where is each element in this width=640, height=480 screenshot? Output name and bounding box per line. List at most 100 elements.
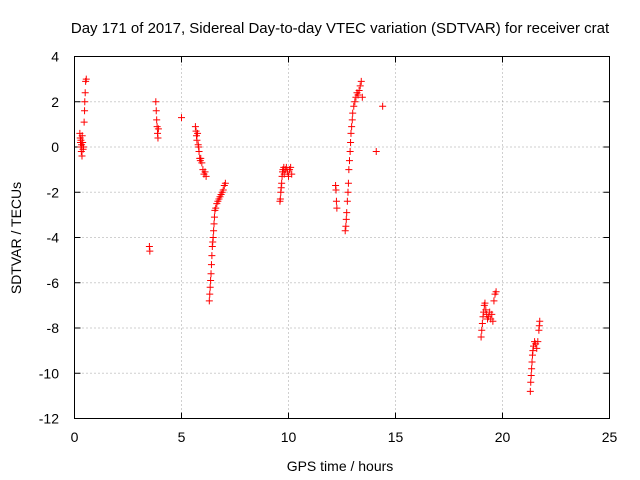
data-point: [287, 163, 295, 171]
data-point: [355, 86, 363, 94]
data-point: [79, 143, 87, 151]
data-points: [76, 75, 544, 395]
data-point: [146, 247, 154, 255]
x-tick-label: 10: [281, 429, 297, 445]
data-point: [81, 98, 89, 106]
data-point: [221, 179, 229, 187]
data-point: [154, 125, 162, 133]
data-point: [206, 283, 214, 291]
data-point: [342, 215, 350, 223]
data-point: [81, 89, 89, 97]
y-tick-label: 4: [51, 49, 59, 65]
data-point: [526, 387, 534, 395]
y-tick-label: -4: [47, 230, 60, 246]
data-point: [205, 297, 213, 305]
plot-frame: [74, 56, 610, 419]
data-point: [333, 204, 341, 212]
y-tick-label: 2: [51, 94, 59, 110]
x-tick-label: 25: [602, 429, 618, 445]
data-point: [354, 91, 362, 99]
data-point: [207, 261, 215, 269]
data-point: [219, 186, 227, 194]
data-point: [536, 317, 544, 325]
data-point: [482, 306, 490, 314]
y-tick-label: -12: [39, 411, 59, 427]
y-tick-label: -6: [47, 275, 60, 291]
data-point: [477, 333, 485, 341]
data-point: [350, 102, 358, 110]
data-point: [527, 372, 535, 380]
data-point: [207, 276, 215, 284]
data-point: [478, 319, 486, 327]
data-point: [191, 123, 199, 131]
y-tick-label: -10: [39, 365, 59, 381]
data-point: [492, 288, 500, 296]
data-point: [349, 109, 357, 117]
data-point: [527, 378, 535, 386]
data-point: [344, 179, 352, 187]
data-point: [356, 82, 364, 90]
data-point: [194, 129, 202, 137]
data-point: [345, 157, 353, 165]
data-point: [342, 222, 350, 230]
data-point: [332, 186, 340, 194]
data-point: [332, 197, 340, 205]
data-point: [202, 172, 210, 180]
data-point: [351, 98, 359, 106]
data-point: [207, 270, 215, 278]
data-point: [210, 213, 218, 221]
data-point: [346, 148, 354, 156]
data-point: [379, 102, 387, 110]
data-point: [276, 195, 284, 203]
data-point: [210, 220, 218, 228]
data-point: [195, 148, 203, 156]
data-point: [152, 107, 160, 115]
x-tick-label: 20: [495, 429, 511, 445]
data-point: [78, 132, 86, 140]
data-point: [348, 116, 356, 124]
data-point: [343, 197, 351, 205]
data-point: [210, 227, 218, 235]
data-point: [347, 129, 355, 137]
data-point: [208, 252, 216, 260]
data-point: [79, 138, 87, 146]
data-point: [358, 93, 366, 101]
data-point: [80, 118, 88, 126]
data-point: [345, 166, 353, 174]
y-tick-labels: -12 -10 -8 -6 -4 -2 0 2 4: [39, 49, 59, 427]
y-tick-label: -8: [47, 320, 60, 336]
data-point: [278, 179, 286, 187]
data-point: [154, 134, 162, 142]
data-point: [81, 107, 89, 115]
data-point: [489, 317, 497, 325]
x-tick-label: 15: [388, 429, 404, 445]
y-tick-label: 0: [51, 139, 59, 155]
data-point: [528, 358, 536, 366]
data-point: [528, 365, 536, 373]
data-point: [529, 347, 537, 355]
data-point: [212, 204, 220, 212]
data-point: [481, 299, 489, 307]
data-point: [197, 154, 205, 162]
data-point: [201, 168, 209, 176]
data-point: [341, 227, 349, 235]
data-point: [344, 188, 352, 196]
data-point: [198, 159, 206, 167]
data-point: [209, 234, 217, 241]
x-tick-labels: 0 5 10 15 20 25: [71, 429, 618, 445]
data-point: [478, 326, 486, 334]
y-axis-label: SDTVAR / TECUs: [8, 182, 24, 294]
data-point: [82, 75, 90, 83]
x-axis-label: GPS time / hours: [287, 458, 394, 474]
data-point: [533, 344, 541, 352]
data-point: [153, 116, 161, 124]
data-point: [343, 209, 351, 217]
data-point: [534, 338, 542, 346]
data-point: [193, 136, 201, 144]
data-point: [206, 290, 214, 298]
data-point: [78, 152, 86, 160]
data-point: [152, 98, 160, 106]
y-tick-label: -2: [47, 184, 60, 200]
